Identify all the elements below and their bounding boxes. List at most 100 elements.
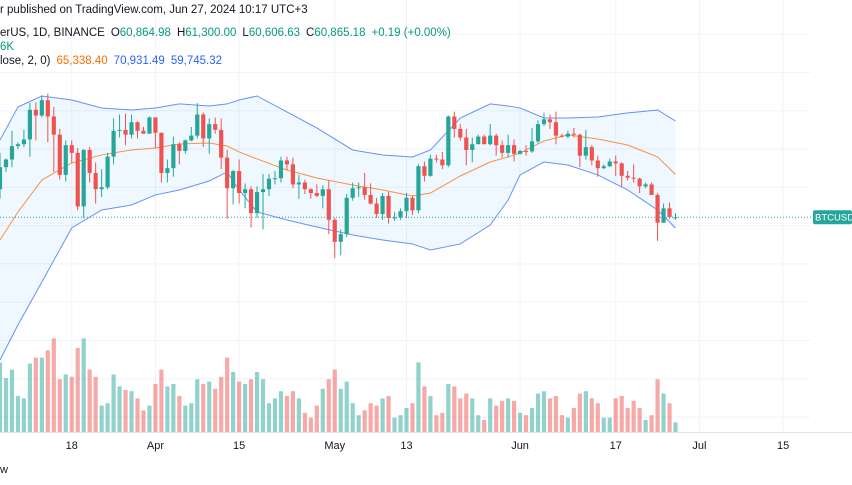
indicator-line: lose, 2, 0) 65,338.40 70,931.49 59,745.3… [0, 54, 222, 68]
volume-bar [111, 374, 116, 432]
x-tick-label: 13 [400, 440, 412, 452]
candle-body [129, 122, 134, 135]
indicator-value: 59,745.32 [170, 55, 223, 67]
candle-body [99, 187, 104, 190]
volume-bar [470, 398, 475, 432]
volume-bar [284, 396, 290, 432]
header-line: r published on TradingView.com, Jun 27, … [0, 3, 308, 17]
volume-bar [649, 415, 654, 432]
footer: w [0, 463, 8, 477]
candle-body [452, 116, 457, 129]
candle-body [75, 152, 80, 207]
volume-bar [553, 396, 559, 432]
volume-bar [272, 398, 278, 432]
candle-body [643, 184, 648, 187]
candle-body [189, 135, 194, 141]
volume-bar [248, 379, 254, 432]
candle-body [374, 203, 379, 215]
volume-bar [320, 388, 325, 432]
volume-bar [338, 388, 343, 432]
volume-bar [147, 405, 152, 432]
volume-bar [434, 415, 439, 432]
candle-body [254, 192, 260, 214]
volume-bar [625, 408, 630, 432]
volume-line: 6K [0, 40, 14, 54]
candle-body [213, 124, 218, 130]
volume-bar [464, 393, 469, 432]
candle-body [637, 178, 642, 187]
candle-body [356, 187, 361, 189]
volume-bar [183, 405, 188, 432]
candle-body [476, 136, 481, 145]
candle-body [260, 189, 266, 193]
candle-body [326, 189, 331, 220]
volume-bar [332, 369, 337, 432]
volume-bar [141, 410, 146, 432]
candle-body [308, 189, 313, 194]
candle-body [667, 208, 672, 217]
candle-body [111, 130, 116, 157]
ohlc-label: O [110, 27, 120, 39]
volume-bar [153, 384, 158, 432]
candle-body [207, 124, 212, 139]
candle-body [21, 139, 27, 145]
ohlc-value: 60,864.98 [119, 27, 171, 39]
candle-body [589, 147, 594, 161]
volume-bar [45, 350, 50, 432]
ohlc-value: 60,606.63 [248, 27, 300, 39]
candle-body [248, 189, 254, 214]
volume-bar [428, 396, 433, 432]
volume-bar [523, 415, 529, 432]
volume-bar [129, 391, 134, 432]
volume-bar [404, 408, 409, 432]
ohlc-open: O 60,864.98 [111, 26, 171, 40]
volume-bar [105, 403, 110, 432]
ohlc-label: L [242, 27, 249, 39]
ohlc-close: C 60,865.18 [306, 26, 365, 40]
candle-body [93, 172, 98, 190]
volume-bar [535, 393, 541, 432]
volume-bar [99, 405, 104, 432]
volume-bar [589, 398, 594, 432]
candle-body [500, 145, 505, 153]
volume-bar [260, 379, 266, 432]
candle-body [141, 130, 146, 134]
x-tick-label: 18 [66, 440, 78, 452]
volume-bar [547, 398, 553, 432]
volume-bar [565, 417, 570, 432]
candle-body [237, 171, 242, 194]
volume-bar [613, 398, 618, 432]
ohlc-label: C [306, 27, 315, 39]
x-tick-label: May [324, 440, 345, 452]
volume-bar [296, 398, 301, 432]
candle-body [177, 144, 182, 151]
volume-bar [15, 396, 21, 432]
candle-body [464, 137, 469, 150]
ohlc-label: H [176, 27, 186, 39]
candle-body [577, 134, 582, 156]
volume-bar [446, 384, 451, 432]
volume-bar [500, 400, 505, 432]
candle-body [272, 178, 278, 180]
volume-bar [201, 384, 206, 432]
candle-body [601, 166, 606, 169]
candle-body [284, 160, 290, 165]
candle-body [27, 109, 32, 140]
volume-bar [117, 386, 122, 432]
candle-body [565, 133, 570, 137]
candle-body [398, 211, 403, 218]
volume-bar [386, 396, 391, 432]
volume-bar [494, 405, 499, 432]
candle-body [81, 149, 86, 207]
volume-bar [27, 363, 32, 432]
price-label: BTCUSD [815, 212, 852, 223]
candle-body [440, 159, 445, 166]
volume-bar [302, 412, 307, 432]
candle-body [619, 163, 624, 176]
candle-body [87, 149, 92, 173]
volume-bar [655, 379, 660, 432]
symbol: erUS, 1D, BINANCE [0, 27, 105, 39]
volume-bar [225, 357, 230, 432]
candle-body [523, 150, 529, 152]
